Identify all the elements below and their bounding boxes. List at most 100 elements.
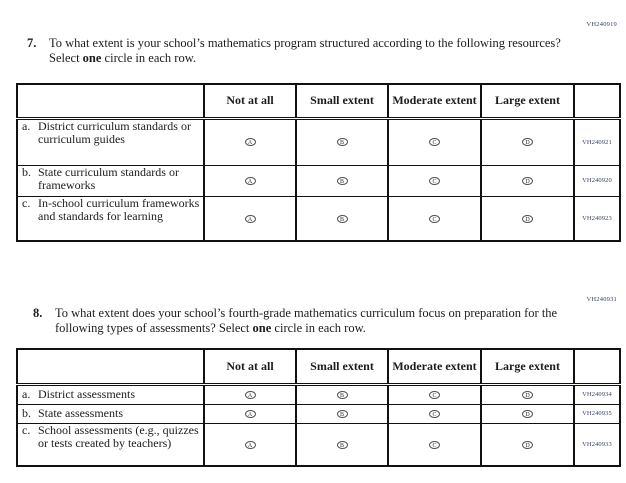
q8-header-empty-cell <box>16 348 205 386</box>
q7-row-a-large-extent-cell: D <box>480 117 575 166</box>
answer-circle-a[interactable]: A <box>244 214 256 223</box>
q8-row-b-not-at-all-cell: A <box>203 403 297 424</box>
table-row: b. State assessments A B C D VH240935 <box>16 403 621 424</box>
q7-column-small-extent: Small extent <box>295 83 389 120</box>
answer-circle-b[interactable]: B <box>336 138 348 147</box>
question8-header: 8. To what extent does your school’s fou… <box>33 306 581 336</box>
q7-row-c-large-extent-cell: D <box>480 195 575 242</box>
answer-circle-d[interactable]: D <box>522 138 533 147</box>
answer-circle-c[interactable]: C <box>429 176 440 185</box>
q8-row-b-moderate-extent-cell: C <box>387 403 482 424</box>
q8-row-c-large-extent-cell: D <box>480 422 575 467</box>
question7-text-suffix: circle in each row. <box>101 51 197 65</box>
question7-table-header-row: Not at all Small extent Moderate extent … <box>16 83 621 120</box>
q7-header-empty-cell <box>16 83 205 120</box>
q8-column-not-at-all: Not at all <box>203 348 297 386</box>
table-row: c. School assessments (e.g., quizzes or t… <box>16 422 621 467</box>
question7-text-bold: one <box>82 51 102 65</box>
q7-column-large-extent: Large extent <box>480 83 575 120</box>
question7-header: 7. To what extent is your school’s mathe… <box>27 36 579 66</box>
question8-text-suffix: circle in each row. <box>271 321 366 335</box>
answer-circle-c[interactable]: C <box>429 214 440 223</box>
answer-circle-d[interactable]: D <box>522 176 533 185</box>
q8-row-c-moderate-extent-cell: C <box>387 422 482 467</box>
q7-row-c-moderate-extent-cell: C <box>387 195 482 242</box>
answer-circle-a[interactable]: A <box>244 176 256 185</box>
answer-circle-c[interactable]: C <box>429 409 440 418</box>
answer-circle-b[interactable]: B <box>336 390 348 399</box>
answer-circle-a[interactable]: A <box>244 409 256 418</box>
answer-circle-b[interactable]: B <box>336 440 348 449</box>
q8-header-code-cell <box>573 348 621 386</box>
answer-circle-d[interactable]: D <box>522 390 533 399</box>
q8-row-b-label-cell: b. State assessments <box>16 403 205 424</box>
q8-row-a-label-cell: a. District assessments <box>16 383 205 405</box>
answer-circle-b[interactable]: B <box>336 409 348 418</box>
question8-accession-code: VH240931 <box>586 296 617 303</box>
q7-row-c-not-at-all-cell: A <box>203 195 297 242</box>
q7-column-moderate-extent: Moderate extent <box>387 83 482 120</box>
question8-text: To what extent does your school’s fourth… <box>55 306 581 336</box>
row-letter: a. <box>22 118 31 133</box>
row-letter: c. <box>22 196 31 210</box>
q8-column-moderate-extent: Moderate extent <box>387 348 482 386</box>
answer-circle-b[interactable]: B <box>336 214 348 223</box>
answer-circle-c[interactable]: C <box>429 138 440 147</box>
answer-circle-d[interactable]: D <box>522 409 533 418</box>
q7-header-code-cell <box>573 83 621 120</box>
question7-text: To what extent is your school’s mathemat… <box>49 36 579 66</box>
q8-row-a-not-at-all-cell: A <box>203 383 297 405</box>
row-accession-code: VH240935 <box>573 403 621 424</box>
q8-row-b-large-extent-cell: D <box>480 403 575 424</box>
row-accession-code: VH240920 <box>573 164 621 197</box>
answer-circle-d[interactable]: D <box>522 440 533 449</box>
row-accession-code: VH240923 <box>573 195 621 242</box>
q7-row-b-moderate-extent-cell: C <box>387 164 482 197</box>
table-row: b. State curriculum standards or framewor… <box>16 164 621 197</box>
table-row: a. District curriculum standards or curri… <box>16 117 621 166</box>
answer-circle-a[interactable]: A <box>244 138 256 147</box>
row-accession-code: VH240933 <box>573 422 621 467</box>
q8-row-c-small-extent-cell: B <box>295 422 389 467</box>
table-row: c. In-school curriculum frameworks and st… <box>16 195 621 242</box>
row-label: State curriculum standards or frameworks <box>38 165 179 192</box>
question7-accession-code: VH240919 <box>586 21 617 28</box>
row-label: District assessments <box>38 386 135 401</box>
answer-circle-a[interactable]: A <box>244 440 256 449</box>
row-label: State assessments <box>38 405 123 420</box>
row-accession-code: VH240921 <box>573 117 621 166</box>
q7-column-not-at-all: Not at all <box>203 83 297 120</box>
q8-row-a-moderate-extent-cell: C <box>387 383 482 405</box>
answer-circle-d[interactable]: D <box>522 214 533 223</box>
q8-row-b-small-extent-cell: B <box>295 403 389 424</box>
question7-number: 7. <box>27 36 37 50</box>
q7-row-b-not-at-all-cell: A <box>203 164 297 197</box>
q8-row-a-large-extent-cell: D <box>480 383 575 405</box>
question7-table: Not at all Small extent Moderate extent … <box>16 83 621 242</box>
q7-row-a-moderate-extent-cell: C <box>387 117 482 166</box>
answer-circle-a[interactable]: A <box>244 390 256 399</box>
answer-circle-c[interactable]: C <box>429 440 440 449</box>
q7-row-a-small-extent-cell: B <box>295 117 389 166</box>
q8-column-small-extent: Small extent <box>295 348 389 386</box>
table-row: a. District assessments A B C D VH240934 <box>16 383 621 405</box>
answer-circle-b[interactable]: B <box>336 176 348 185</box>
row-letter: b. <box>22 165 31 179</box>
row-letter: a. <box>22 386 31 401</box>
row-label: District curriculum standards or curricu… <box>38 118 191 146</box>
question8-table: Not at all Small extent Moderate extent … <box>16 348 621 467</box>
question8-table-header-row: Not at all Small extent Moderate extent … <box>16 348 621 386</box>
q7-row-a-not-at-all-cell: A <box>203 117 297 166</box>
q8-row-c-label-cell: c. School assessments (e.g., quizzes or t… <box>16 422 205 467</box>
row-label: In-school curriculum frameworks and stan… <box>38 196 200 223</box>
row-accession-code: VH240934 <box>573 383 621 405</box>
answer-circle-c[interactable]: C <box>429 390 440 399</box>
q8-column-large-extent: Large extent <box>480 348 575 386</box>
q7-row-b-label-cell: b. State curriculum standards or framewor… <box>16 164 205 197</box>
row-letter: b. <box>22 405 31 420</box>
q8-row-a-small-extent-cell: B <box>295 383 389 405</box>
q7-row-c-small-extent-cell: B <box>295 195 389 242</box>
q7-row-a-label-cell: a. District curriculum standards or curri… <box>16 117 205 166</box>
row-letter: c. <box>22 423 31 437</box>
